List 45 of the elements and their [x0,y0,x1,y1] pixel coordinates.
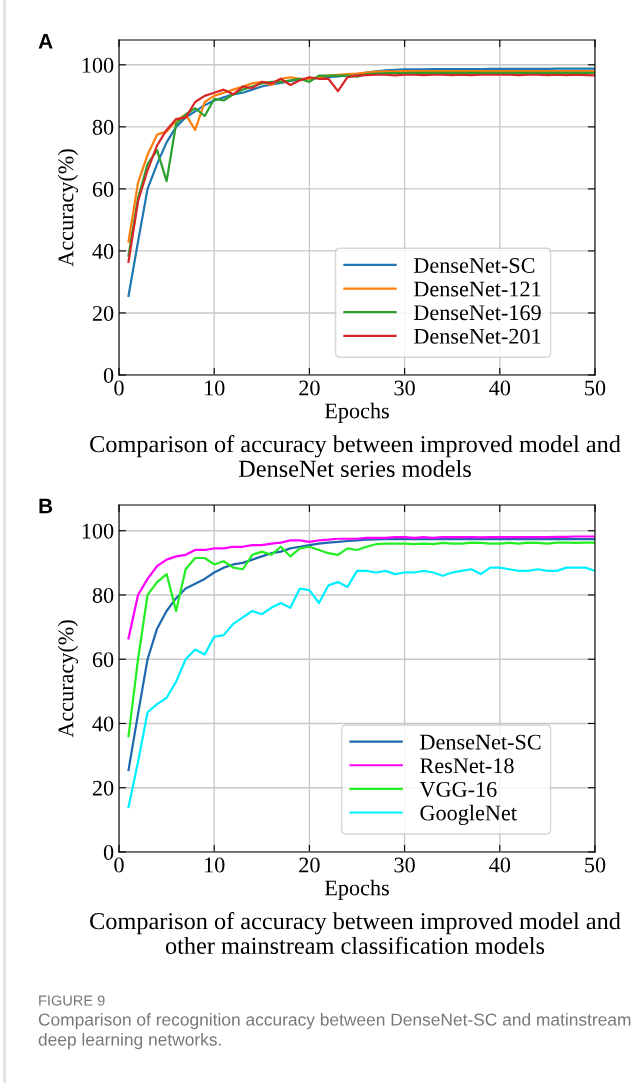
y-tick-label: 0 [103,367,114,383]
chart-title: A [38,34,53,49]
x-tick-label: 50 [585,380,606,396]
legend-label: ResNet-18 [420,758,514,774]
x-axis-title: Epochs [324,402,389,423]
y-tick-label: 60 [92,181,114,197]
legend-label: DenseNet-201 [413,328,541,344]
x-tick-label: 10 [205,857,225,873]
y-tick-label: 20 [92,780,114,796]
x-tick-label: 30 [394,380,415,396]
x-tick-label: 40 [489,380,511,396]
x-tick-label: 0 [114,857,124,873]
y-tick-label: 80 [92,119,114,135]
y-tick-label: 40 [92,716,114,732]
y-axis-title: Accuracy(%) [57,620,79,738]
line-series [127,535,595,640]
legend-label: DenseNet-SC [420,734,541,750]
line-series [127,537,595,772]
legend-label: DenseNet-121 [413,281,541,297]
y-tick-label: 20 [92,305,114,321]
legend-label: GoogleNet [420,804,517,826]
legend-label: VGG-16 [419,781,497,797]
y-tick-label: 100 [82,57,114,73]
chart-title: B [39,498,53,514]
y-tick-label: 40 [92,243,114,259]
x-tick-label: 20 [299,857,320,873]
y-tick-label: 80 [92,587,114,603]
legend-label: DenseNet-169 [413,305,541,321]
y-axis-title: Accuracy(%) [57,149,79,267]
line-series [127,67,595,298]
y-tick-label: 60 [92,652,114,668]
x-tick-label: 50 [585,857,606,873]
legend-label: DenseNet-SC [413,257,535,273]
x-tick-label: 10 [205,380,225,396]
x-axis-title: Epochs [324,879,389,900]
x-tick-label: 40 [489,857,511,873]
y-tick-label: 0 [103,844,114,860]
x-tick-label: 0 [114,380,124,396]
text: Comparison of accuracy between improved model and DenseNet series models [90,435,621,477]
text: Comparison of recognition accuracy between DenseNet-SC and matinstream deep learning networks. [38,1013,631,1050]
x-tick-label: 30 [394,857,415,873]
text: Comparison of accuracy between improved model and other mainstream classification models [90,912,621,954]
x-tick-label: 20 [299,380,320,396]
y-tick-label: 100 [82,523,114,539]
caption: FIGURE 9 [39,995,105,1006]
